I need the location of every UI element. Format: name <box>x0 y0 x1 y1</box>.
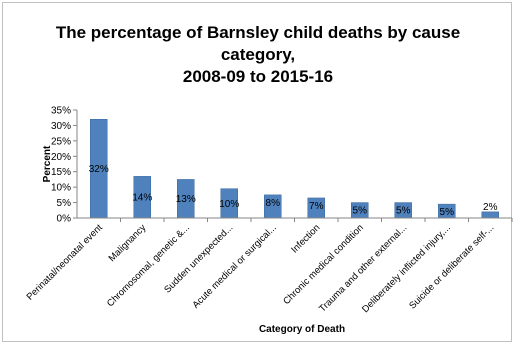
data-label: 5% <box>440 207 455 218</box>
category-label: Chronic medical condition <box>281 222 366 307</box>
data-label: 32% <box>89 164 109 175</box>
category-label: Deliberately inflicted injury,... <box>360 222 453 315</box>
data-label: 14% <box>132 193 152 204</box>
chart-title-line-3: 2008-09 to 2015-16 <box>182 67 334 86</box>
y-axis-title: Percent <box>42 145 53 182</box>
x-axis-title: Category of Death <box>259 324 345 335</box>
y-tick-label: 0% <box>57 214 72 225</box>
chart-title-line-1: The percentage of Barnsley child deaths … <box>55 23 461 42</box>
category-label: Suicide or deliberate self-... <box>407 222 496 311</box>
y-tick-label: 25% <box>51 136 71 147</box>
chart-title-line-2: category, <box>220 45 296 64</box>
data-label: 10% <box>219 199 239 210</box>
data-label: 8% <box>266 198 281 209</box>
y-tick-label: 5% <box>57 198 72 209</box>
y-axis-ticks: 0% 5% 10% 15% 20% 25% 30% 35% <box>51 106 77 225</box>
y-tick-label: 15% <box>51 167 71 178</box>
category-label: Infection <box>289 222 322 255</box>
data-label: 5% <box>396 206 411 217</box>
data-label: 7% <box>309 201 324 212</box>
data-label: 5% <box>353 206 368 217</box>
y-tick-label: 30% <box>51 121 71 132</box>
category-label: Malignancy <box>107 222 149 264</box>
y-tick-label: 20% <box>51 152 71 163</box>
category-label: Trauma and other external... <box>317 222 409 314</box>
category-label: Acute medical or surgical... <box>190 222 278 310</box>
category-label: Chromosomal, genetic &... <box>105 222 192 309</box>
chart-frame <box>2 2 512 342</box>
chart-title: The percentage of Barnsley child deaths … <box>0 22 516 88</box>
y-tick-label: 35% <box>51 106 71 117</box>
data-label: 13% <box>176 194 196 205</box>
y-tick-label: 10% <box>51 183 71 194</box>
category-label: Perinatal/neonatal event <box>25 222 105 302</box>
data-labels: 32% 14% 13% 10% 8% 7% 5% 5% 5% 2% <box>89 164 498 218</box>
category-labels: Perinatal/neonatal event MalignancyChromo… <box>25 222 497 315</box>
bars <box>90 119 513 222</box>
data-label: 2% <box>483 202 498 213</box>
